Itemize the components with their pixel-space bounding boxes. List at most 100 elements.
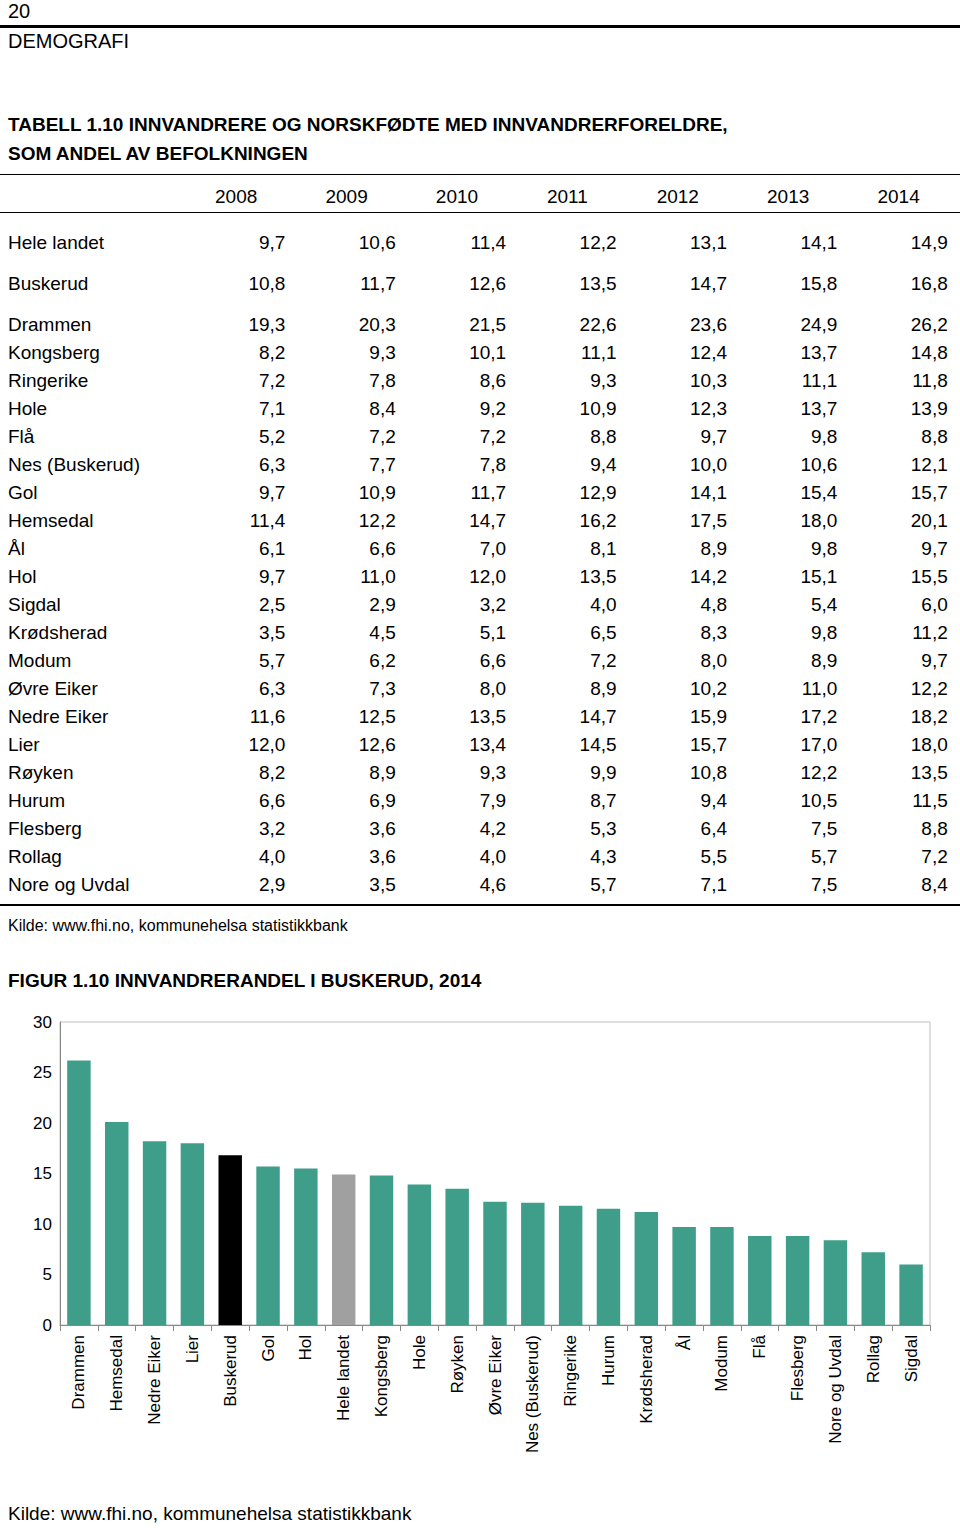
svg-text:Nes (Buskerud): Nes (Buskerud) (523, 1335, 542, 1453)
html-text:10,9: 10,9 (579, 398, 617, 419)
html-text:24,9: 24,9 (800, 314, 838, 335)
html-text:11,8: 11,8 (912, 370, 948, 391)
html-text:11,4: 11,4 (470, 232, 507, 253)
svg-text:Buskerud: Buskerud (221, 1335, 240, 1407)
html-text:7,2: 7,2 (479, 426, 507, 447)
html-text:Hole: Hole (8, 398, 48, 419)
html-text:12,3: 12,3 (690, 398, 727, 419)
html-text:8,4: 8,4 (369, 398, 396, 419)
html-text:2009: 2009 (325, 186, 368, 207)
html-text:13,7: 13,7 (800, 398, 838, 419)
html-text:Ringerike: Ringerike (8, 370, 89, 391)
html-text:7,1: 7,1 (259, 398, 286, 419)
html-text:11,1: 11,1 (581, 342, 617, 363)
svg-text:Ringerike: Ringerike (561, 1335, 580, 1407)
html-text:22,6: 22,6 (579, 314, 617, 335)
html-text:12,6: 12,6 (469, 273, 507, 294)
svg-text:Rollag: Rollag (864, 1335, 883, 1383)
html-text:2011: 2011 (547, 186, 588, 207)
html-text:10,8: 10,8 (248, 273, 286, 294)
svg-text:5: 5 (43, 1265, 52, 1284)
html-text:Kongsberg: Kongsberg (8, 342, 100, 363)
html-text:2008: 2008 (215, 186, 258, 207)
svg-text:Hol: Hol (296, 1335, 315, 1361)
svg-text:Krødsherad: Krødsherad (637, 1335, 656, 1424)
html-text:12,2: 12,2 (579, 232, 617, 253)
svg-text:Lier: Lier (183, 1335, 202, 1364)
html-text:2010: 2010 (435, 186, 479, 207)
html-text:9,7: 9,7 (700, 426, 727, 447)
svg-text:0: 0 (43, 1316, 52, 1335)
html-text:Flå: Flå (8, 426, 35, 447)
html-text:8,8: 8,8 (921, 426, 948, 447)
svg-text:Øvre Eiker: Øvre Eiker (486, 1335, 505, 1416)
svg-text:Hemsedal: Hemsedal (107, 1335, 126, 1412)
html-text:11,7: 11,7 (360, 273, 396, 294)
svg-text:Nore og Uvdal: Nore og Uvdal (826, 1335, 845, 1444)
svg-text:Kongsberg: Kongsberg (372, 1335, 391, 1417)
html-text:6,3: 6,3 (259, 454, 286, 475)
html-text:TABELL 1.10 INNVANDRERE OG NOR: TABELL 1.10 INNVANDRERE OG NORSKFØDTE ME… (8, 114, 728, 135)
svg-text:Røyken: Røyken (448, 1335, 467, 1394)
html-text:2012: 2012 (656, 186, 699, 207)
html-text:9,8: 9,8 (811, 426, 838, 447)
html-text:13,1: 13,1 (690, 232, 727, 253)
html-text:8,6: 8,6 (479, 370, 507, 391)
html-text:20: 20 (8, 0, 31, 22)
html-text:SOM ANDEL AV BEFOLKNINGEN: SOM ANDEL AV BEFOLKNINGEN (8, 143, 308, 164)
html-text:Hele landet: Hele landet (8, 232, 105, 253)
svg-text:Gol: Gol (259, 1335, 278, 1361)
svg-text:Sigdal: Sigdal (902, 1335, 921, 1382)
html-text:9,7: 9,7 (259, 232, 286, 253)
html-text:Buskerud: Buskerud (8, 273, 89, 294)
html-text:9,3: 9,3 (369, 342, 396, 363)
svg-text:Modum: Modum (712, 1335, 731, 1392)
html-text:2014: 2014 (877, 186, 920, 207)
html-text:14,8: 14,8 (910, 342, 948, 363)
html-text:7,2: 7,2 (369, 426, 396, 447)
html-text:13,5: 13,5 (579, 273, 617, 294)
html-text:7,2: 7,2 (259, 370, 286, 391)
html-text:13,7: 13,7 (800, 342, 838, 363)
html-text:9,3: 9,3 (590, 370, 617, 391)
html-text:Nes (Buskerud): Nes (Buskerud) (8, 454, 140, 475)
svg-text:Hurum: Hurum (599, 1335, 618, 1386)
html-text:10,1: 10,1 (469, 342, 507, 363)
svg-text:Nedre Eiker: Nedre Eiker (145, 1335, 164, 1425)
html-text:14,1: 14,1 (800, 232, 838, 253)
html-text:14,7: 14,7 (690, 273, 727, 294)
html-text:19,3: 19,3 (248, 314, 286, 335)
html-text:16,8: 16,8 (910, 273, 948, 294)
html-text:21,5: 21,5 (469, 314, 507, 335)
html-text:23,6: 23,6 (690, 314, 727, 335)
html-text:8,8: 8,8 (590, 426, 617, 447)
html-text:10,3: 10,3 (690, 370, 727, 391)
html-text:9,2: 9,2 (479, 398, 507, 419)
svg-text:30: 30 (33, 1013, 52, 1032)
html-text:10,6: 10,6 (358, 232, 396, 253)
svg-text:Flesberg: Flesberg (788, 1335, 807, 1401)
svg-text:Drammen: Drammen (69, 1335, 88, 1410)
html-text:Drammen: Drammen (8, 314, 92, 335)
svg-text:Ål: Ål (675, 1335, 694, 1350)
html-text:13,9: 13,9 (910, 398, 948, 419)
html-text:26,2: 26,2 (910, 314, 948, 335)
html-text:2013: 2013 (767, 186, 810, 207)
html-text:11,1: 11,1 (801, 370, 838, 391)
svg-text:Hele landet: Hele landet (334, 1335, 353, 1421)
html-text:7,8: 7,8 (369, 370, 396, 391)
html-text:15,8: 15,8 (800, 273, 838, 294)
svg-text:Hole: Hole (410, 1335, 429, 1370)
svg-text:10: 10 (33, 1215, 52, 1234)
svg-text:15: 15 (33, 1164, 52, 1183)
html-text:5,2: 5,2 (259, 426, 286, 447)
html-text:8,2: 8,2 (259, 342, 286, 363)
svg-text:25: 25 (33, 1063, 52, 1082)
html-text:DEMOGRAFI: DEMOGRAFI (8, 30, 130, 52)
html-text:7,7: 7,7 (369, 454, 396, 475)
svg-text:Flå: Flå (750, 1334, 769, 1358)
svg-text:20: 20 (33, 1114, 52, 1133)
html-text:20,3: 20,3 (358, 314, 396, 335)
html-text:12,4: 12,4 (690, 342, 727, 363)
html-text:14,9: 14,9 (910, 232, 948, 253)
